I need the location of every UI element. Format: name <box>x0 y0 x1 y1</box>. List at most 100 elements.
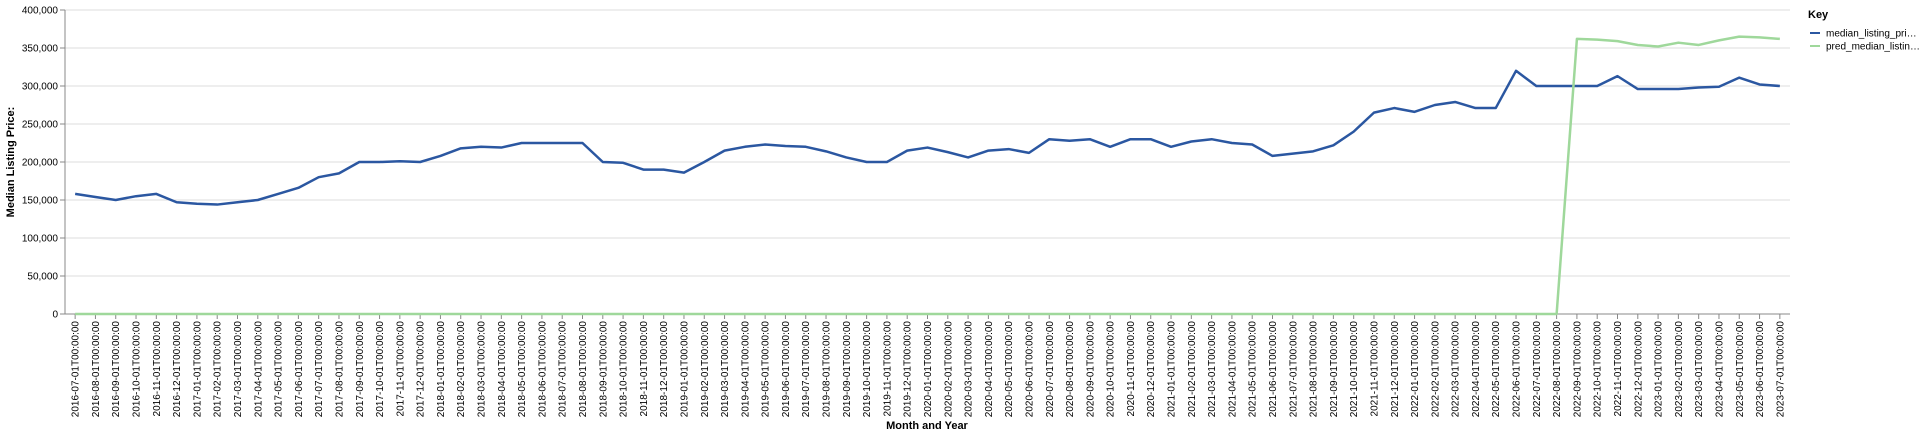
x-tick-label: 2017-03-01T00:00:00 <box>233 321 244 418</box>
x-tick-label: 2022-09-01T00:00:00 <box>1572 321 1583 418</box>
x-tick-label: 2021-07-01T00:00:00 <box>1288 321 1299 418</box>
x-tick-label: 2021-05-01T00:00:00 <box>1248 321 1259 418</box>
x-tick-label: 2019-12-01T00:00:00 <box>903 321 914 418</box>
x-tick-label: 2019-11-01T00:00:00 <box>882 321 893 417</box>
x-tick-label: 2018-02-01T00:00:00 <box>456 321 467 418</box>
x-tick-label: 2018-05-01T00:00:00 <box>517 321 528 418</box>
x-tick-label: 2016-12-01T00:00:00 <box>172 321 183 418</box>
y-tick-label: 400,000 <box>22 6 59 17</box>
x-tick-label: 2023-05-01T00:00:00 <box>1735 321 1746 418</box>
x-tick-label: 2020-07-01T00:00:00 <box>1045 321 1056 418</box>
x-tick-label: 2022-11-01T00:00:00 <box>1613 321 1624 417</box>
y-tick-label: 150,000 <box>22 196 59 207</box>
x-tick-label: 2020-10-01T00:00:00 <box>1106 321 1117 418</box>
x-tick-label: 2022-08-01T00:00:00 <box>1552 321 1563 418</box>
x-tick-label: 2017-12-01T00:00:00 <box>416 321 427 418</box>
x-tick-label: 2019-04-01T00:00:00 <box>740 321 751 418</box>
y-tick-label: 0 <box>52 310 58 321</box>
x-tick-label: 2021-03-01T00:00:00 <box>1207 321 1218 418</box>
x-axis-title: Month and Year <box>886 420 968 432</box>
x-tick-label: 2022-06-01T00:00:00 <box>1512 321 1523 418</box>
x-tick-label: 2020-08-01T00:00:00 <box>1065 321 1076 418</box>
x-tick-label: 2017-02-01T00:00:00 <box>213 321 224 418</box>
x-tick-label: 2023-07-01T00:00:00 <box>1775 321 1786 418</box>
x-tick-label: 2016-10-01T00:00:00 <box>132 321 143 418</box>
y-tick-label: 50,000 <box>27 272 58 283</box>
x-tick-label: 2023-01-01T00:00:00 <box>1654 321 1665 418</box>
x-tick-label: 2018-04-01T00:00:00 <box>497 321 508 418</box>
x-tick-label: 2020-03-01T00:00:00 <box>964 321 975 418</box>
x-tick-label: 2017-10-01T00:00:00 <box>375 321 386 418</box>
x-tick-label: 2018-07-01T00:00:00 <box>558 321 569 418</box>
x-tick-label: 2022-05-01T00:00:00 <box>1491 321 1502 418</box>
legend-title: Key <box>1808 9 1829 21</box>
x-tick-label: 2019-07-01T00:00:00 <box>801 321 812 418</box>
x-tick-label: 2017-05-01T00:00:00 <box>274 321 285 418</box>
x-tick-label: 2019-01-01T00:00:00 <box>679 321 690 418</box>
x-tick-label: 2023-06-01T00:00:00 <box>1755 321 1766 418</box>
y-axis-title: Median Listing Price: <box>5 107 17 218</box>
x-tick-label: 2023-02-01T00:00:00 <box>1674 321 1685 418</box>
x-tick-label: 2017-01-01T00:00:00 <box>192 321 203 418</box>
x-tick-label: 2020-01-01T00:00:00 <box>923 321 934 418</box>
x-tick-label: 2021-01-01T00:00:00 <box>1167 321 1178 418</box>
x-tick-label: 2019-06-01T00:00:00 <box>781 321 792 418</box>
x-tick-label: 2021-08-01T00:00:00 <box>1309 321 1320 418</box>
y-tick-label: 100,000 <box>22 234 59 245</box>
x-tick-label: 2019-10-01T00:00:00 <box>862 321 873 418</box>
x-tick-label: 2017-08-01T00:00:00 <box>334 321 345 418</box>
x-tick-label: 2022-01-01T00:00:00 <box>1410 321 1421 418</box>
y-tick-label: 300,000 <box>22 82 59 93</box>
legend-label: pred_median_listin… <box>1826 42 1920 53</box>
x-tick-label: 2018-06-01T00:00:00 <box>537 321 548 418</box>
x-tick-label: 2018-03-01T00:00:00 <box>477 321 488 418</box>
y-tick-label: 250,000 <box>22 120 59 131</box>
x-tick-label: 2020-02-01T00:00:00 <box>943 321 954 418</box>
x-tick-label: 2022-07-01T00:00:00 <box>1532 321 1543 418</box>
x-tick-label: 2021-06-01T00:00:00 <box>1268 321 1279 418</box>
x-tick-label: 2019-08-01T00:00:00 <box>822 321 833 418</box>
x-tick-label: 2016-11-01T00:00:00 <box>152 321 163 417</box>
x-tick-label: 2019-03-01T00:00:00 <box>720 321 731 418</box>
x-tick-label: 2021-09-01T00:00:00 <box>1329 321 1340 418</box>
x-tick-label: 2016-08-01T00:00:00 <box>91 321 102 418</box>
x-tick-label: 2021-12-01T00:00:00 <box>1390 321 1401 418</box>
x-tick-label: 2017-07-01T00:00:00 <box>314 321 325 418</box>
x-tick-label: 2022-03-01T00:00:00 <box>1451 321 1462 418</box>
x-tick-label: 2018-10-01T00:00:00 <box>619 321 630 418</box>
x-tick-label: 2023-04-01T00:00:00 <box>1714 321 1725 418</box>
y-tick-label: 200,000 <box>22 158 59 169</box>
x-tick-label: 2020-12-01T00:00:00 <box>1146 321 1157 418</box>
x-tick-label: 2021-11-01T00:00:00 <box>1369 321 1380 417</box>
x-tick-label: 2023-03-01T00:00:00 <box>1694 321 1705 418</box>
x-tick-label: 2017-06-01T00:00:00 <box>294 321 305 418</box>
x-tick-label: 2016-07-01T00:00:00 <box>71 321 82 418</box>
x-tick-label: 2020-04-01T00:00:00 <box>984 321 995 418</box>
x-tick-label: 2019-05-01T00:00:00 <box>761 321 772 418</box>
x-tick-label: 2020-09-01T00:00:00 <box>1085 321 1096 418</box>
x-tick-label: 2021-04-01T00:00:00 <box>1227 321 1238 418</box>
x-tick-label: 2020-06-01T00:00:00 <box>1024 321 1035 418</box>
x-tick-label: 2019-02-01T00:00:00 <box>700 321 711 418</box>
legend-label: median_listing_pri… <box>1826 29 1917 40</box>
x-tick-label: 2018-09-01T00:00:00 <box>598 321 609 418</box>
x-tick-label: 2017-11-01T00:00:00 <box>395 321 406 417</box>
x-tick-label: 2017-09-01T00:00:00 <box>355 321 366 418</box>
x-tick-label: 2021-10-01T00:00:00 <box>1349 321 1360 418</box>
x-tick-label: 2022-04-01T00:00:00 <box>1471 321 1482 418</box>
x-tick-label: 2018-08-01T00:00:00 <box>578 321 589 418</box>
x-tick-label: 2020-11-01T00:00:00 <box>1126 321 1137 417</box>
x-tick-label: 2022-02-01T00:00:00 <box>1430 321 1441 418</box>
series-line <box>74 69 1780 206</box>
y-tick-label: 350,000 <box>22 44 59 55</box>
x-tick-label: 2018-01-01T00:00:00 <box>436 321 447 418</box>
x-tick-label: 2021-02-01T00:00:00 <box>1187 321 1198 418</box>
x-tick-label: 2022-10-01T00:00:00 <box>1593 321 1604 418</box>
x-tick-label: 2018-11-01T00:00:00 <box>639 321 650 417</box>
x-tick-label: 2022-12-01T00:00:00 <box>1633 321 1644 418</box>
x-tick-label: 2020-05-01T00:00:00 <box>1004 321 1015 418</box>
x-tick-label: 2016-09-01T00:00:00 <box>111 321 122 418</box>
x-tick-label: 2017-04-01T00:00:00 <box>253 321 264 418</box>
series-line <box>75 35 1780 316</box>
